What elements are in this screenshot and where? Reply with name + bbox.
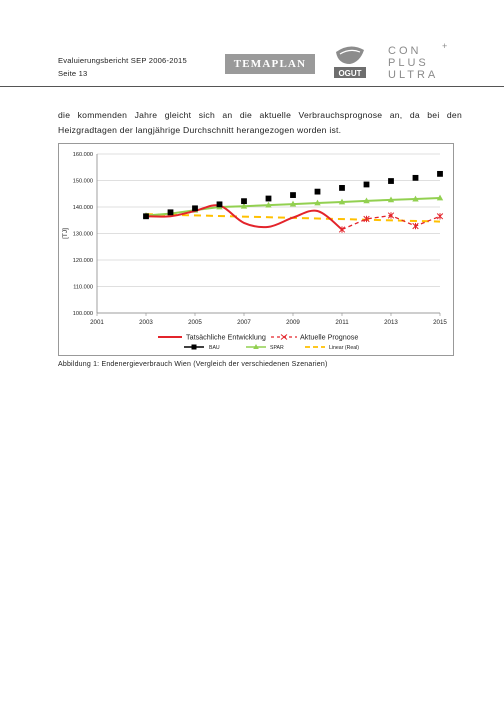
bau-point: [167, 209, 174, 216]
x-tick-label: 2003: [139, 319, 153, 326]
bau-point: [143, 213, 149, 220]
y-tick-label: 150.000: [73, 179, 93, 185]
bau-point: [388, 178, 394, 184]
x-tick-label: 2009: [286, 319, 300, 326]
conplus-line-1: CON: [388, 45, 421, 57]
bau-point: [437, 170, 443, 177]
bau-point: [290, 192, 296, 198]
forecast-point: [436, 213, 444, 220]
spar-point: [387, 196, 395, 203]
ogut-logo: OGUT: [334, 46, 366, 78]
bau-point: [314, 188, 321, 195]
figure-caption: Abbildung 1: Endenergieverbrauch Wien (V…: [58, 361, 328, 368]
spar-point: [412, 195, 419, 202]
bau-point: [192, 205, 198, 212]
forecast-point: [412, 222, 419, 230]
y-tick-label: 160.000: [73, 152, 93, 158]
plus-mark-icon: +: [442, 42, 447, 51]
x-tick-label: 2007: [237, 319, 251, 326]
spar-point: [289, 200, 297, 207]
conplus-line-2: PLUS: [388, 57, 429, 69]
y-tick-label: 140.000: [73, 205, 93, 211]
legend-spar-marker: [253, 344, 259, 349]
chart-frame: 100.000 110.000 120.000 130.000 140.000 150.0…: [58, 143, 454, 356]
spar-point: [436, 194, 444, 201]
legend-bau-label: BAU: [209, 345, 220, 351]
report-title: Evaluierungsbericht SEP 2006-2015: [58, 56, 187, 65]
bau-point: [363, 181, 370, 188]
y-tick-label: 130.000: [73, 232, 93, 238]
spar-point: [240, 202, 248, 209]
bau-point: [339, 185, 345, 191]
temaplan-logo: TEMAPLAN: [225, 54, 315, 74]
spar-point: [314, 199, 321, 206]
legend-forecast-label: Aktuelle Prognose: [300, 333, 358, 342]
y-tick-label: 100.000: [73, 311, 93, 317]
conplusultra-logo: CON PLUS ULTRA +: [388, 42, 447, 81]
bau-point: [241, 198, 247, 205]
bau-point: [265, 195, 272, 202]
spar-point: [363, 197, 370, 204]
energy-chart: 100.000 110.000 120.000 130.000 140.000 150.0…: [62, 152, 447, 351]
legend-linear-label: Linear (Real): [329, 345, 359, 351]
body-paragraph: die kommenden Jahre gleicht sich an die …: [58, 110, 462, 135]
ogut-logo-text: OGUT: [338, 69, 361, 78]
legend-actual-label: Tatsächliche Entwicklung: [186, 333, 266, 342]
header-rule: [0, 86, 504, 87]
conplus-line-3: ULTRA: [388, 69, 438, 81]
legend-bau-marker: [191, 344, 197, 350]
y-tick-label: 110.000: [73, 285, 93, 291]
forecast-point: [387, 212, 395, 219]
legend-spar-label: SPAR: [270, 345, 284, 351]
x-tick-label: 2013: [384, 319, 398, 326]
forecast-point: [363, 215, 370, 223]
spar-point: [265, 201, 272, 208]
y-tick-label: 120.000: [73, 258, 93, 264]
x-tick-label: 2005: [188, 319, 202, 326]
forecast-point: [338, 226, 346, 233]
bau-point: [412, 174, 419, 181]
x-tick-label: 2015: [433, 319, 447, 326]
x-tick-label: 2011: [335, 319, 349, 326]
y-axis-label: [TJ]: [62, 228, 69, 239]
legend-forecast-marker: [280, 334, 288, 340]
x-tick-label: 2001: [90, 319, 104, 326]
spar-point: [338, 198, 346, 205]
bau-point: [216, 201, 223, 208]
actual-series-line: [145, 204, 343, 231]
page-number: Seite 13: [58, 69, 88, 78]
